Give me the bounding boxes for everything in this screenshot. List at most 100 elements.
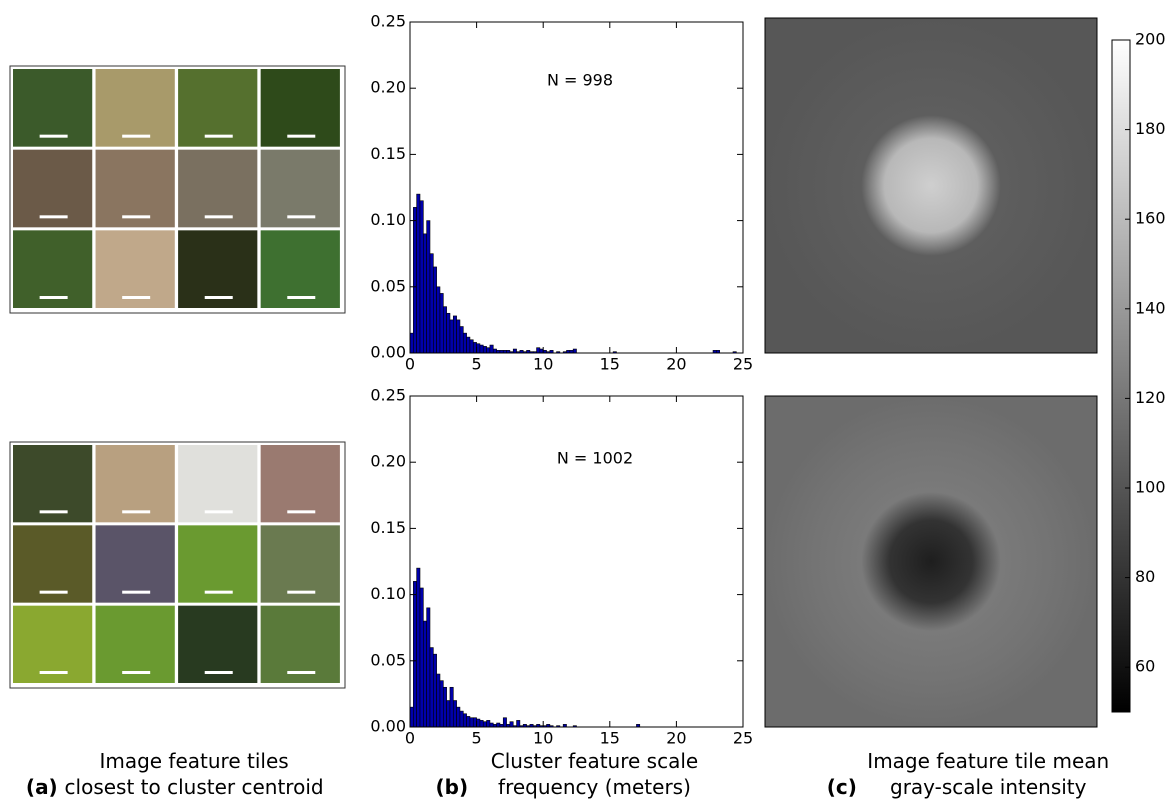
scale-bar xyxy=(287,134,316,138)
bar xyxy=(423,233,427,354)
bar xyxy=(429,647,434,728)
y-tick-label: 0.00 xyxy=(370,343,406,362)
x-tick-label: 20 xyxy=(666,729,686,748)
y-tick-label: 120 xyxy=(1135,388,1166,407)
image-tile xyxy=(260,69,340,147)
y-tick-label: 0.05 xyxy=(370,276,406,295)
bar xyxy=(466,336,471,354)
image-tile xyxy=(95,605,175,683)
bar xyxy=(456,706,461,728)
scale-bar xyxy=(122,671,151,674)
bar xyxy=(502,717,507,728)
y-tick-label: 0.10 xyxy=(370,210,406,229)
bar xyxy=(462,713,467,728)
caption-label: (c) xyxy=(826,775,857,799)
scale-bar xyxy=(287,671,316,674)
bar xyxy=(496,722,501,728)
caption-text: Cluster feature scale frequency (meters) xyxy=(490,749,699,799)
annotation: N = 1002 xyxy=(557,449,633,468)
y-tick-label: 0.15 xyxy=(370,144,406,163)
scale-bar xyxy=(39,590,68,594)
bar xyxy=(459,710,464,728)
bar xyxy=(479,720,484,728)
bar xyxy=(469,717,474,728)
image-tile xyxy=(260,445,340,523)
bar xyxy=(436,673,441,728)
y-tick-label: 140 xyxy=(1135,298,1166,317)
bar xyxy=(442,686,447,728)
bar xyxy=(442,306,447,354)
scale-bar xyxy=(122,510,151,514)
image-tile xyxy=(95,230,175,308)
y-tick-label: 0.00 xyxy=(370,717,406,736)
scale-bar xyxy=(122,590,151,594)
x-tick-label: 5 xyxy=(472,729,482,748)
bar xyxy=(433,266,437,354)
scale-bar xyxy=(39,510,68,514)
x-tick-label: 20 xyxy=(666,355,686,374)
scale-bar xyxy=(287,590,316,594)
bar xyxy=(446,700,451,728)
bar xyxy=(419,200,424,354)
bar xyxy=(482,346,487,354)
image-tile xyxy=(13,445,93,523)
scale-bar xyxy=(122,215,151,219)
image-tile xyxy=(13,230,93,308)
bar xyxy=(469,339,474,354)
colorbar xyxy=(1111,39,1131,713)
bar xyxy=(449,319,454,354)
scale-bar xyxy=(204,215,233,219)
caption: (b) Cluster feature scale frequency (met… xyxy=(395,748,755,800)
x-tick-label: 25 xyxy=(733,729,753,748)
y-tick-label: 0.10 xyxy=(370,584,406,603)
bar xyxy=(456,319,461,354)
image-tile xyxy=(260,230,340,308)
plot-frame xyxy=(409,395,744,728)
scale-bar xyxy=(204,510,233,514)
y-tick-label: 160 xyxy=(1135,209,1166,228)
bar xyxy=(439,293,444,354)
scale-bar xyxy=(287,215,316,219)
bar xyxy=(536,347,541,354)
caption: (c) Image feature tile mean gray-scale i… xyxy=(790,748,1150,800)
bar xyxy=(429,253,434,354)
y-tick-label: 80 xyxy=(1135,567,1155,586)
bar xyxy=(486,347,491,354)
bar xyxy=(462,332,467,354)
scale-bar xyxy=(39,671,68,674)
image-tile xyxy=(95,69,175,147)
scale-bar xyxy=(39,296,68,299)
bar xyxy=(433,653,437,728)
image-tile xyxy=(260,525,340,603)
x-tick-label: 25 xyxy=(733,355,753,374)
x-tick-label: 10 xyxy=(533,729,553,748)
image-tile xyxy=(178,525,258,603)
bar xyxy=(426,220,431,354)
y-tick-label: 0.20 xyxy=(370,452,406,471)
x-tick-label: 15 xyxy=(600,729,620,748)
bar xyxy=(446,312,451,354)
bar xyxy=(449,686,454,728)
scale-bar xyxy=(204,671,233,674)
image-tile xyxy=(95,445,175,523)
bar xyxy=(492,348,497,354)
y-tick-label: 0.25 xyxy=(370,12,406,31)
bar xyxy=(486,720,491,728)
x-tick-label: 0 xyxy=(405,355,415,374)
image-tile xyxy=(178,230,258,308)
bar xyxy=(459,326,464,354)
image-tile xyxy=(13,605,93,683)
scale-bar xyxy=(39,134,68,138)
bar xyxy=(452,315,457,354)
caption-text: Image feature tile mean gray-scale inten… xyxy=(867,749,1110,799)
y-tick-label: 180 xyxy=(1135,119,1166,138)
bar xyxy=(436,286,441,354)
bar xyxy=(466,716,471,728)
bar xyxy=(516,720,521,728)
bar xyxy=(489,344,494,354)
image-tile xyxy=(178,149,258,228)
heatmap xyxy=(764,395,1098,728)
caption-label: (b) xyxy=(435,775,469,799)
bar xyxy=(416,193,421,354)
